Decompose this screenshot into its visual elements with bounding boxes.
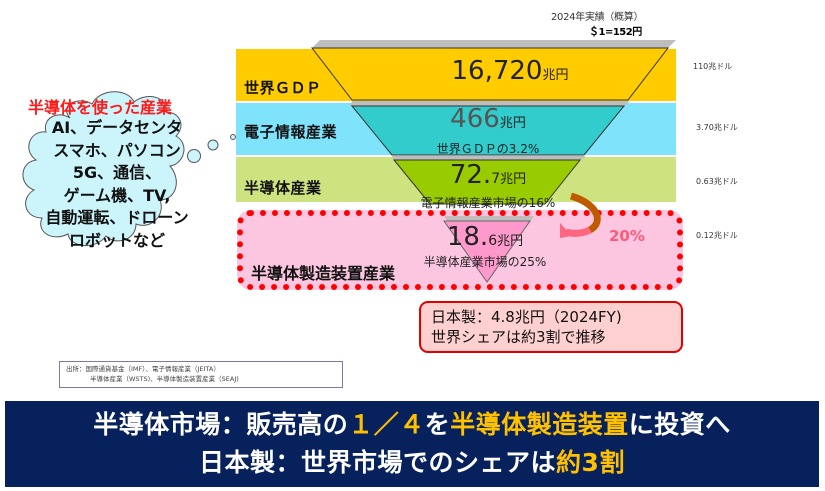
cloud-bubble-small (230, 134, 236, 140)
banner-line1: 半導体市場：販売高の１／４を半導体製造装置に投資へ (5, 406, 819, 444)
usd-electronics: 3.70兆ドル (696, 123, 738, 132)
usd-world-gdp: 110兆ドル (693, 62, 733, 71)
sub-equipment-share: 半導体産業市場の25% (423, 255, 547, 269)
year-note: 2024年実績（概算） (551, 12, 644, 23)
cloud-title: 半導体を使った産業 (28, 98, 173, 117)
cloud-industry-list: AI、データセンタ スマホ、パソコン 5G、通信、 ゲーム機、TV, 自動運転、… (22, 117, 212, 252)
source-line2: 半導体産業（WSTS)、半導体製造装置産業（SEAJ) (90, 375, 239, 383)
value-world-gdp: 16,720兆円 (400, 56, 620, 86)
banner-text: を (424, 410, 451, 439)
usd-semiconductor: 0.63兆ドル (696, 177, 738, 186)
banner-text: 半導体市場：販売高の (93, 410, 349, 439)
growth-percent-label: 20% (609, 227, 645, 245)
value-number-int: 18. (446, 222, 489, 252)
cloud-line: ロボットなど (68, 230, 165, 250)
value-electronics: 466兆円 (398, 104, 578, 134)
japan-callout-line1: 日本製：4.8兆円（2024FY) (431, 308, 622, 326)
banner-highlight: 半導体製造装置 (450, 410, 629, 439)
value-number: 466 (450, 104, 500, 134)
cloud-line: ゲーム機、TV, (63, 185, 171, 205)
band-label-electronics: 電子情報産業 (244, 123, 338, 141)
value-unit: 兆円 (497, 234, 524, 249)
value-number-dec: 6 (488, 233, 498, 249)
cloud-line: スマホ、パソコン (53, 140, 181, 160)
band-label-semiconductor: 半導体産業 (244, 179, 322, 197)
band-label-equipment: 半導体製造装置産業 (251, 264, 396, 283)
value-unit: 兆円 (499, 116, 526, 131)
banner-text: に投資へ (628, 410, 731, 439)
sub-electronics-share: 世界ＧＤＰの3.2% (436, 142, 540, 156)
japan-share-callout: 日本製：4.8兆円（2024FY) 世界シェアは約3割で推移 (419, 301, 683, 353)
exchange-rate-note: ＄1=152円 (589, 27, 642, 38)
sub-semiconductor-share: 電子情報産業市場の16% (420, 196, 556, 210)
summary-banner: 半導体市場：販売高の１／４を半導体製造装置に投資へ 日本製：世界市場でのシェアは… (5, 401, 819, 487)
japan-callout-line2: 世界シェアは約3割で推移 (431, 328, 606, 346)
band-label-world-gdp: 世界ＧＤＰ (244, 79, 322, 97)
banner-text: 日本製：世界市場でのシェアは (199, 448, 557, 477)
usd-equipment: 0.12兆ドル (696, 231, 738, 240)
value-equipment: 18.6兆円 (410, 222, 560, 252)
banner-line2: 日本製：世界市場でのシェアは約3割 (5, 444, 819, 482)
value-unit: 兆円 (500, 172, 527, 187)
cloud-line: AI、データセンタ (51, 118, 183, 137)
value-semiconductor: 72.7兆円 (398, 160, 578, 190)
source-note: 出所：国際通貨基金（IMF）、電子情報産業（JEITA） 半導体産業（WSTS)… (59, 361, 343, 388)
banner-highlight: １／４ (348, 410, 425, 439)
value-number: 16,720 (451, 56, 543, 86)
value-number-dec: 7 (491, 171, 501, 187)
funnel-shadow (312, 40, 676, 48)
value-unit: 兆円 (542, 68, 569, 83)
source-line1: 出所：国際通貨基金（IMF）、電子情報産業（JEITA） (66, 365, 220, 373)
value-number-int: 72. (449, 160, 492, 190)
banner-highlight: 約3割 (556, 448, 625, 477)
cloud-line: 自動運転、ドローン (45, 208, 189, 227)
cloud-line: 5G、通信、 (72, 163, 162, 182)
